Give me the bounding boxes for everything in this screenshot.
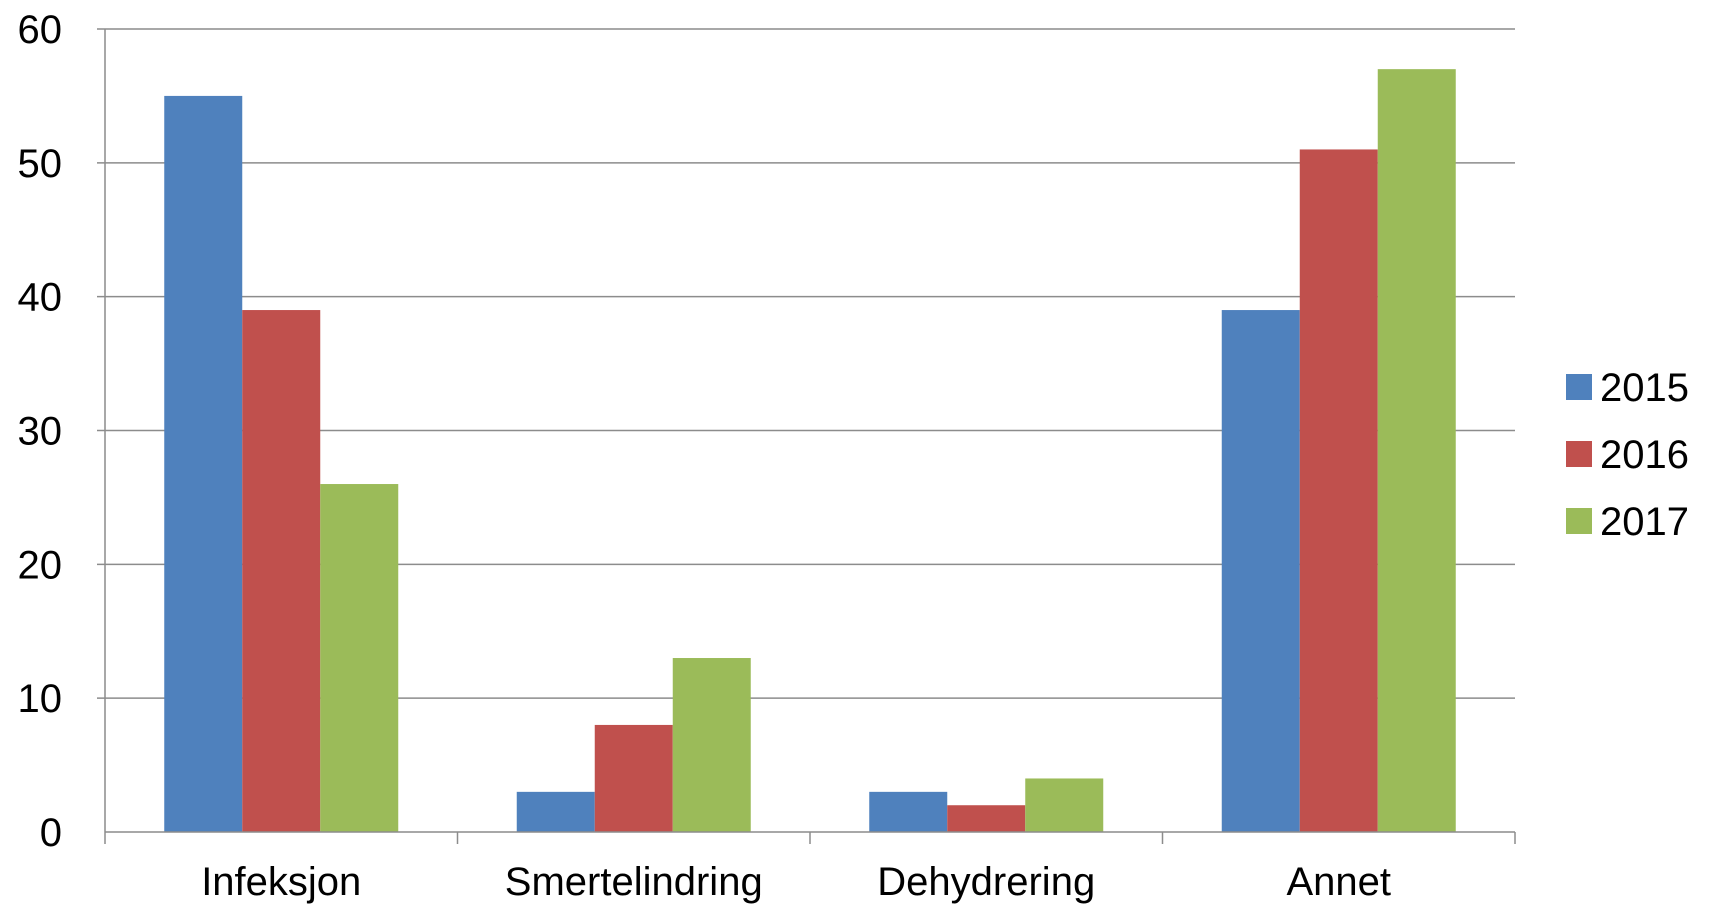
y-tick-label: 0 xyxy=(40,811,62,855)
y-tick-label: 40 xyxy=(18,276,63,320)
legend-label: 2015 xyxy=(1600,366,1689,410)
x-tick-labels: Infeksjon Smertelindring Dehydrering Annet xyxy=(201,860,1391,904)
bar-2016-infeksjon xyxy=(242,310,321,832)
y-tick-label: 60 xyxy=(18,8,63,52)
bar-2016-annet xyxy=(1299,149,1378,832)
bar-2017-annet xyxy=(1377,69,1456,832)
y-tick-label: 50 xyxy=(18,142,63,186)
legend-swatch-2016 xyxy=(1566,441,1592,467)
legend-swatch-2017 xyxy=(1566,508,1592,534)
bar-2015-dehydrering xyxy=(869,791,948,832)
bar-2016-smertelindring xyxy=(594,724,673,832)
bar-2015-smertelindring xyxy=(516,791,595,832)
legend: 2015 2016 2017 xyxy=(1566,366,1689,544)
legend-swatch-2015 xyxy=(1566,374,1592,400)
bar-2017-dehydrering xyxy=(1025,778,1104,832)
x-tick-label: Infeksjon xyxy=(201,860,361,904)
bars xyxy=(164,69,1456,832)
bar-2015-annet xyxy=(1221,310,1300,832)
y-tick-labels: 0 10 20 30 40 50 60 xyxy=(18,8,63,855)
legend-label: 2017 xyxy=(1600,500,1689,544)
x-tick-label: Annet xyxy=(1286,860,1391,904)
x-tick-label: Dehydrering xyxy=(877,860,1095,904)
y-tick-label: 20 xyxy=(18,543,63,587)
legend-label: 2016 xyxy=(1600,433,1689,477)
y-tick-label: 10 xyxy=(18,677,63,721)
bar-2017-infeksjon xyxy=(320,484,399,832)
y-tick-label: 30 xyxy=(18,410,63,454)
x-tick-label: Smertelindring xyxy=(505,860,763,904)
bar-2015-infeksjon xyxy=(164,95,243,832)
axes xyxy=(104,29,1516,844)
bar-2016-dehydrering xyxy=(947,805,1026,832)
bar-2017-smertelindring xyxy=(672,658,751,832)
